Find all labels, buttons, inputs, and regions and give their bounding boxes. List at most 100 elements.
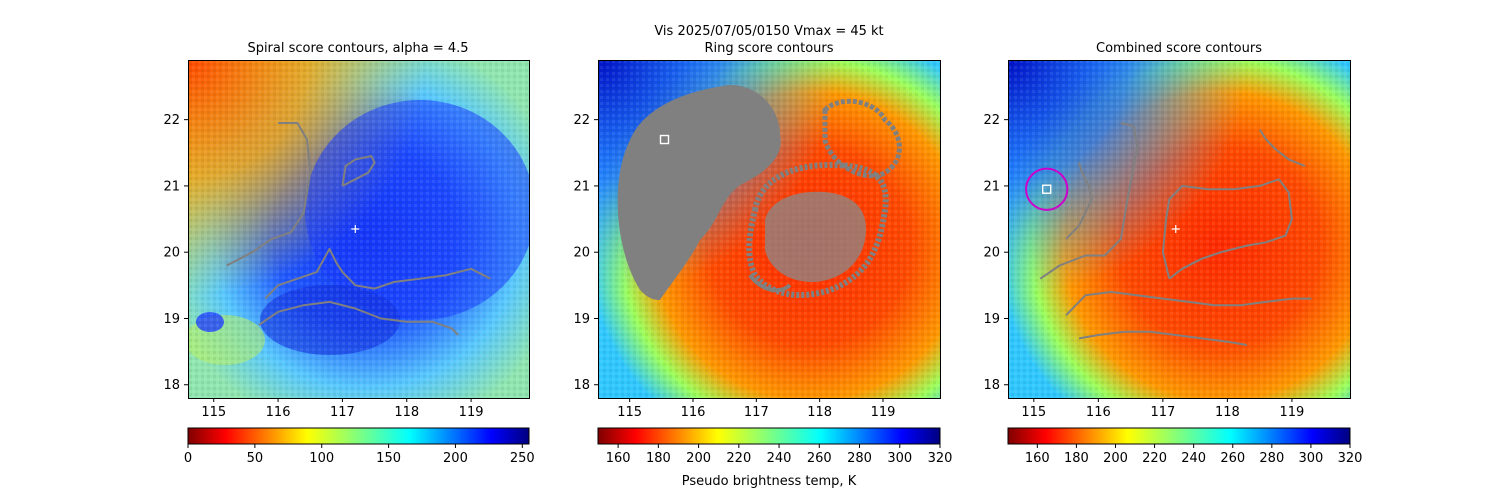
x-tick-label: 115: [1021, 405, 1046, 420]
y-tick-label: 19: [983, 312, 1000, 327]
panel-combined: Combined score contours 115 116 117 118 119 …: [983, 41, 1362, 466]
y-tick-label: 18: [983, 378, 1000, 393]
panel-spiral: Spiral score contours, alpha = 4.5 115 11…: [163, 41, 535, 466]
colorbar-tick-label: 180: [646, 451, 671, 466]
panel-ring-y-axis: 18 19 20 21 22: [573, 113, 598, 393]
score-contour: [1065, 162, 1093, 240]
panel-spiral-image: [188, 60, 529, 398]
center-plus-marker: [1171, 225, 1180, 233]
x-tick-label: 116: [681, 405, 706, 420]
x-tick-label: 117: [744, 405, 769, 420]
colorbar-tick-label: 160: [1025, 451, 1050, 466]
score-contour: [226, 122, 312, 267]
panel-ring-colorbar: 160 180 200 220 240 260 280 300 320 Pseudo brigh…: [597, 427, 953, 489]
colorbar-tick-label: 300: [1299, 451, 1324, 466]
figure-title: Vis 2025/07/05/0150 Vmax = 45 kt: [654, 24, 883, 39]
x-tick-label: 115: [201, 405, 226, 420]
panel-ring-markers: [659, 134, 670, 145]
panel-combined-colorbar: 160 180 200 220 240 260 280 300 320: [1007, 427, 1363, 466]
score-contour: [1161, 178, 1293, 280]
panel-combined-x-axis: 115 116 117 118 119: [1021, 398, 1304, 420]
y-tick-label: 20: [573, 246, 590, 261]
colorbar-tick-label: 250: [510, 451, 535, 466]
combined-circle-marker: [1025, 167, 1069, 211]
colorbar-tick-label: 320: [928, 451, 953, 466]
colorbar-ticks: 0 50 100 150 200 250: [184, 444, 535, 466]
y-tick-label: 22: [983, 113, 1000, 128]
y-tick-label: 19: [163, 312, 180, 327]
panel-combined-y-axis: 18 19 20 21 22: [983, 113, 1008, 393]
colorbar-gradient: [597, 427, 941, 445]
colorbar-label: Pseudo brightness temp, K: [682, 474, 857, 489]
colorbar-ticks: 160 180 200 220 240 260 280 300 320: [606, 444, 953, 466]
colorbar-gradient: [187, 427, 530, 445]
colorbar-tick-label: 300: [887, 451, 912, 466]
panel-spiral-contours: [226, 122, 491, 336]
colorbar-tick-label: 160: [606, 451, 631, 466]
x-tick-label: 116: [1086, 405, 1111, 420]
square-marker: [1042, 184, 1052, 194]
x-tick-label: 117: [1150, 405, 1175, 420]
y-tick-label: 21: [163, 179, 180, 194]
colorbar-tick-label: 280: [847, 451, 872, 466]
panel-spiral-x-axis: 115 116 117 118 119: [201, 398, 484, 420]
x-tick-label: 118: [807, 405, 832, 420]
colorbar-tick-label: 100: [309, 451, 334, 466]
panel-spiral-y-axis: 18 19 20 21 22: [163, 113, 188, 393]
panel-spiral-colorbar: 0 50 100 150 200 250: [184, 427, 535, 466]
ring-contour-south: [748, 273, 792, 293]
x-tick-label: 115: [617, 405, 642, 420]
panel-spiral-frame: [188, 60, 530, 399]
square-marker: [659, 134, 670, 145]
x-tick-label: 118: [1215, 405, 1240, 420]
ring-contour-east: [746, 161, 889, 298]
y-tick-label: 20: [983, 246, 1000, 261]
score-contour: [258, 300, 459, 336]
panel-ring-frame: [598, 60, 941, 399]
colorbar-tick-label: 240: [767, 451, 792, 466]
ring-contour-fill-west: [617, 85, 781, 300]
y-tick-label: 19: [573, 312, 590, 327]
x-tick-label: 119: [1280, 405, 1305, 420]
colorbar-tick-label: 260: [1220, 451, 1245, 466]
score-contour: [1078, 330, 1247, 346]
panel-ring-title: Ring score contours: [704, 41, 833, 56]
y-tick-label: 21: [573, 179, 590, 194]
ring-contour-east-inner: [765, 191, 866, 283]
colorbar-gradient: [1007, 427, 1351, 445]
panel-spiral-markers: [351, 225, 360, 233]
x-tick-label: 118: [394, 405, 419, 420]
panel-ring-image: [598, 60, 940, 398]
y-tick-label: 18: [163, 378, 180, 393]
panel-combined-title: Combined score contours: [1096, 41, 1262, 56]
panel-ring: Ring score contours 115 116 117 118 119 18 19…: [573, 41, 952, 489]
colorbar-tick-label: 240: [1181, 451, 1206, 466]
score-contour: [1065, 291, 1312, 316]
panel-ring-x-axis: 115 116 117 118 119: [617, 398, 895, 420]
colorbar-tick-label: 220: [726, 451, 751, 466]
colorbar-tick-label: 280: [1259, 451, 1284, 466]
colorbar-tick-label: 180: [1064, 451, 1089, 466]
x-tick-label: 116: [266, 405, 291, 420]
score-contour: [1039, 122, 1139, 280]
panel-combined-frame: [1008, 60, 1351, 399]
colorbar-tick-label: 220: [1142, 451, 1167, 466]
panel-combined-markers: [1025, 167, 1180, 233]
score-contour: [264, 247, 491, 300]
y-tick-label: 22: [573, 113, 590, 128]
y-tick-label: 18: [573, 378, 590, 393]
colorbar-tick-label: 200: [1103, 451, 1128, 466]
score-contour: [1258, 129, 1306, 167]
colorbar-ticks: 160 180 200 220 240 260 280 300 320: [1025, 444, 1363, 466]
x-tick-label: 119: [871, 405, 896, 420]
panel-combined-contours: [1039, 122, 1312, 346]
center-plus-marker: [351, 225, 360, 233]
colorbar-tick-label: 150: [376, 451, 401, 466]
colorbar-tick-label: 0: [184, 451, 192, 466]
y-tick-label: 22: [163, 113, 180, 128]
colorbar-tick-label: 200: [443, 451, 468, 466]
colorbar-tick-label: 260: [807, 451, 832, 466]
colorbar-tick-label: 320: [1338, 451, 1363, 466]
x-tick-label: 119: [459, 405, 484, 420]
